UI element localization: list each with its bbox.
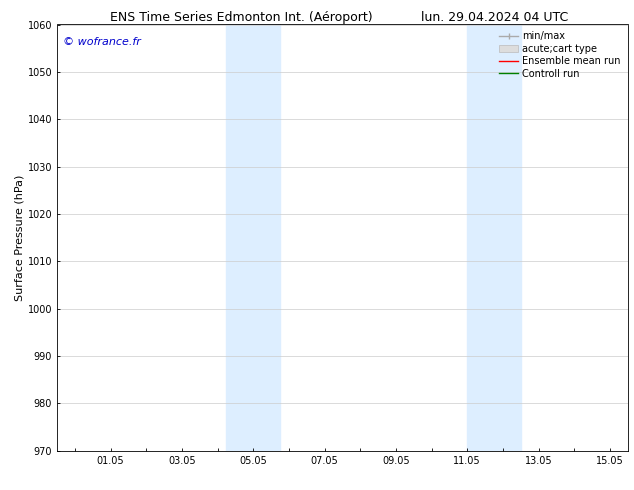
- Text: © wofrance.fr: © wofrance.fr: [63, 37, 141, 48]
- Bar: [226, 24, 280, 451]
- Y-axis label: Surface Pressure (hPa): Surface Pressure (hPa): [15, 174, 25, 301]
- Text: ENS Time Series Edmonton Int. (Aéroport): ENS Time Series Edmonton Int. (Aéroport): [110, 11, 372, 24]
- Legend: min/max, acute;cart type, Ensemble mean run, Controll run: min/max, acute;cart type, Ensemble mean …: [497, 29, 623, 80]
- Text: lun. 29.04.2024 04 UTC: lun. 29.04.2024 04 UTC: [421, 11, 568, 24]
- Bar: [467, 24, 521, 451]
